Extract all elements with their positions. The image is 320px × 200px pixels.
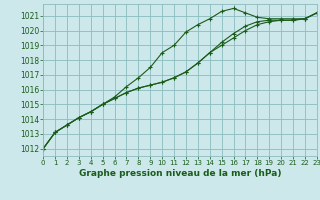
X-axis label: Graphe pression niveau de la mer (hPa): Graphe pression niveau de la mer (hPa): [79, 169, 281, 178]
